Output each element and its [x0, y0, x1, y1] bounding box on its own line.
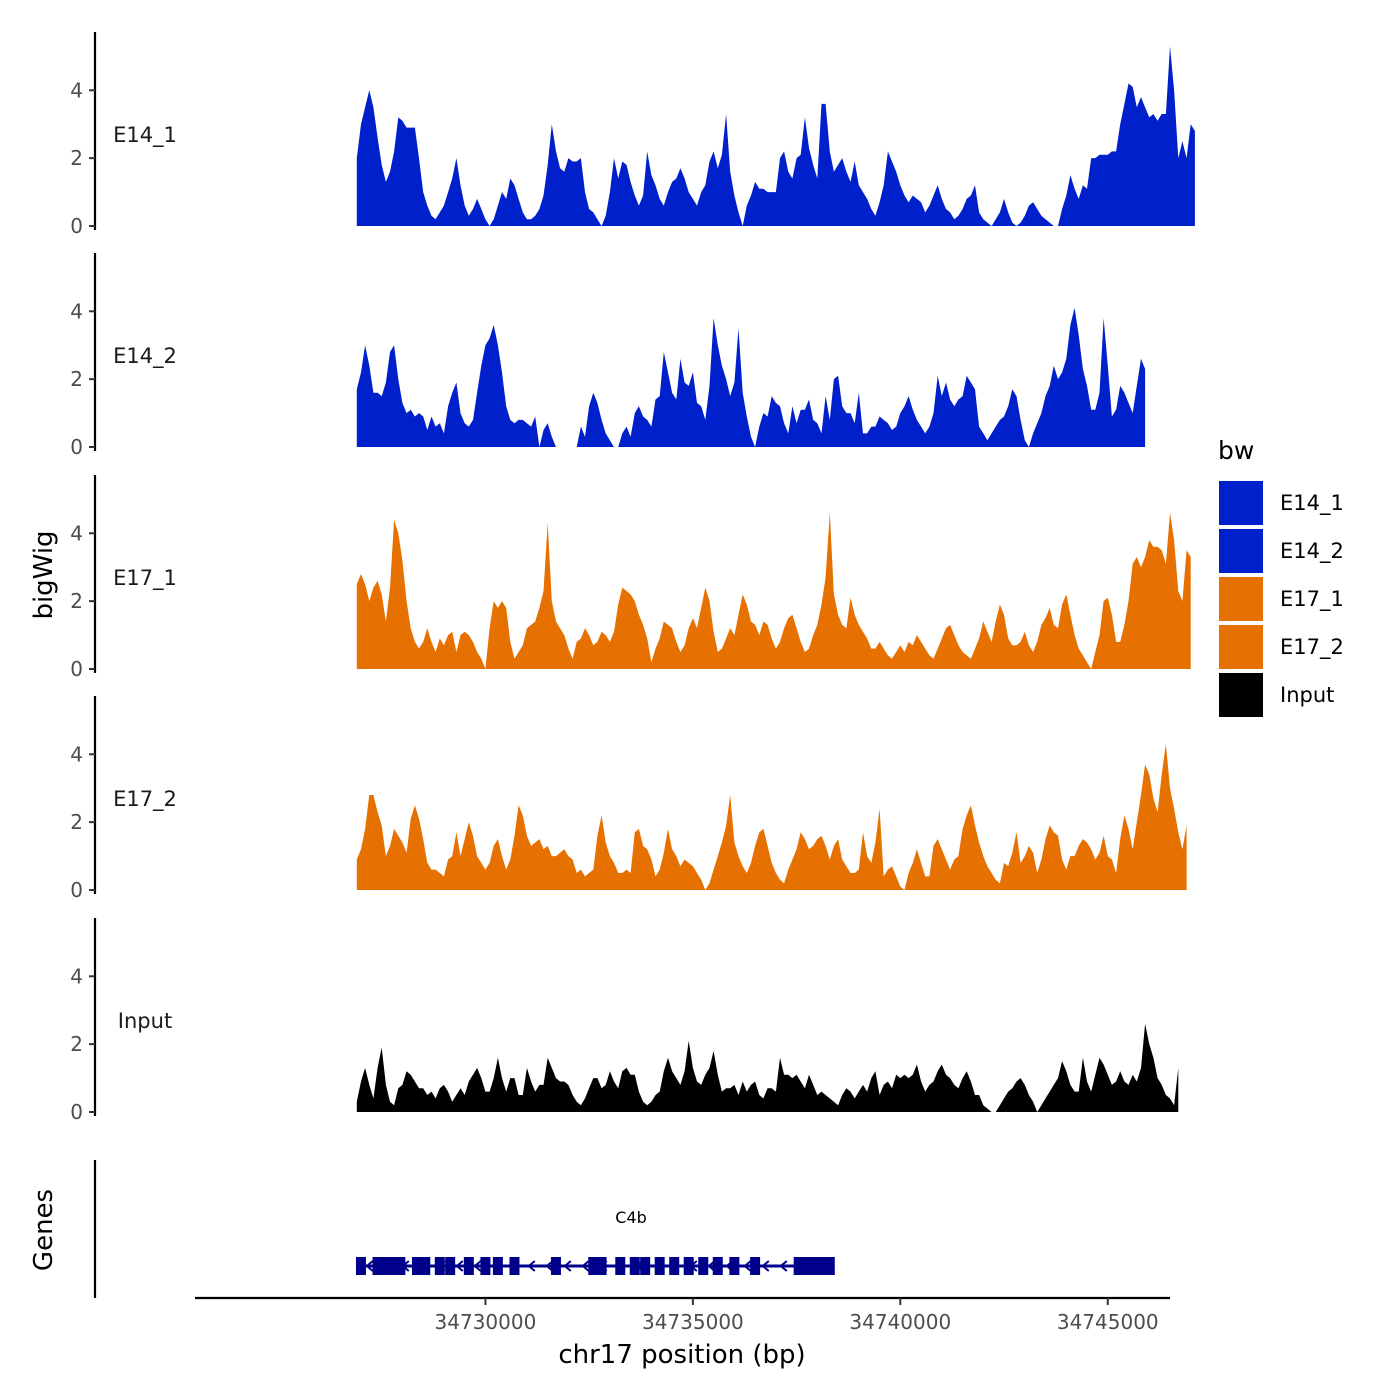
exon-block: [729, 1257, 740, 1275]
exon-block: [411, 1257, 422, 1275]
y-tick-label: 0: [70, 1100, 83, 1124]
y-tick-label: 2: [70, 146, 83, 170]
exon-block: [509, 1257, 520, 1275]
signal-area-e14-1: [356, 46, 1195, 227]
exon-block: [750, 1257, 761, 1275]
track-panel-input: 0 2 4 Input: [70, 918, 1179, 1124]
exon-block: [372, 1257, 383, 1275]
exon-block: [683, 1257, 694, 1275]
exon-block: [387, 1257, 398, 1275]
signal-area-input: [356, 1023, 1179, 1112]
y-tick-label: 2: [70, 589, 83, 613]
strand-arrow: [473, 1260, 482, 1272]
exon-block: [480, 1257, 491, 1275]
strand-arrow: [527, 1260, 536, 1272]
exon-block: [445, 1257, 456, 1275]
x-axis-title: chr17 position (bp): [558, 1340, 805, 1370]
x-tick-label: 34730000: [435, 1310, 537, 1334]
legend-label-input: Input: [1280, 683, 1334, 707]
exon-block: [380, 1257, 391, 1275]
panel-label: E14_2: [113, 344, 177, 369]
strand-arrow: [743, 1260, 752, 1272]
legend-swatch-input: [1217, 671, 1265, 719]
exon-block: [434, 1257, 445, 1275]
exon-block: [492, 1257, 503, 1275]
legend-label-e17-1: E17_1: [1280, 587, 1344, 612]
exon-block: [395, 1257, 406, 1275]
gene-name-label: C4b: [615, 1208, 647, 1227]
track-panel-e14-1: 0 2 4 E14_1: [70, 32, 1195, 238]
x-axis: 34730000 34735000 34740000 34745000: [195, 1296, 1170, 1334]
legend-swatch-e17-2: [1217, 623, 1265, 671]
tracks-layer: 0 2 4 E14_1 0 2 4 E14_2 0 2 4 E17_1 0 2 4 E17_2 0 2 4 Input: [70, 32, 1195, 1124]
gene-track: Genes C4b: [29, 1160, 835, 1298]
strand-arrow: [779, 1260, 788, 1272]
exon-block: [420, 1257, 431, 1275]
exon-block: [712, 1257, 723, 1275]
exon-block: [808, 1257, 819, 1275]
legend-swatch-e14-1: [1217, 479, 1265, 527]
exon-block: [816, 1257, 827, 1275]
y-tick-label: 0: [70, 657, 83, 681]
track-panel-e17-1: 0 2 4 E17_1: [70, 475, 1191, 681]
y-tick-label: 4: [70, 964, 83, 988]
legend-label-e14-2: E14_2: [1280, 539, 1344, 564]
x-tick-label: 34745000: [1057, 1310, 1159, 1334]
exon-block: [588, 1257, 599, 1275]
legend-swatch-e17-1: [1217, 575, 1265, 623]
panel-label: E14_1: [113, 123, 177, 148]
track-panel-e17-2: 0 2 4 E17_2: [70, 696, 1187, 902]
panel-label: E17_1: [113, 566, 177, 591]
legend: bw E14_1 E14_2 E17_1 E17_2 Input: [1217, 436, 1344, 719]
exon-block: [355, 1257, 366, 1275]
y-tick-label: 0: [70, 435, 83, 459]
strand-arrow: [563, 1260, 572, 1272]
exon-block: [824, 1257, 835, 1275]
exon-block: [550, 1257, 561, 1275]
exon-block: [640, 1257, 651, 1275]
legend-title: bw: [1218, 436, 1254, 465]
legend-label-e14-1: E14_1: [1280, 491, 1344, 516]
strand-arrow: [545, 1260, 554, 1272]
exon-block: [615, 1257, 626, 1275]
strand-arrow: [581, 1260, 590, 1272]
strand-arrow: [455, 1260, 464, 1272]
signal-area-e14-2: [356, 307, 1146, 447]
exon-block: [698, 1257, 709, 1275]
signal-area-e17-1: [356, 512, 1191, 669]
y-tick-label: 0: [70, 878, 83, 902]
exon-block: [463, 1257, 474, 1275]
legend-swatch-e14-2: [1217, 527, 1265, 575]
genes-axis-title: Genes: [29, 1189, 59, 1271]
exon-block: [669, 1257, 680, 1275]
track-panel-e14-2: 0 2 4 E14_2: [70, 253, 1146, 459]
exon-block: [799, 1257, 810, 1275]
x-tick-label: 34740000: [849, 1310, 951, 1334]
exon-block: [629, 1257, 640, 1275]
y-tick-label: 4: [70, 742, 83, 766]
exon-block: [654, 1257, 665, 1275]
x-tick-label: 34735000: [642, 1310, 744, 1334]
y-tick-label: 4: [70, 299, 83, 323]
gene-c4b: C4b: [355, 1208, 835, 1275]
y-tick-label: 4: [70, 521, 83, 545]
panel-label: E17_2: [113, 787, 177, 812]
legend-label-e17-2: E17_2: [1280, 635, 1344, 660]
strand-arrow: [365, 1260, 374, 1272]
y-tick-label: 0: [70, 214, 83, 238]
y-axis-title: bigWig: [29, 530, 59, 619]
y-tick-label: 2: [70, 367, 83, 391]
exon-block: [793, 1257, 804, 1275]
y-tick-label: 2: [70, 810, 83, 834]
y-tick-label: 4: [70, 78, 83, 102]
y-tick-label: 2: [70, 1032, 83, 1056]
panel-label: Input: [118, 1009, 172, 1033]
exon-block: [596, 1257, 607, 1275]
signal-area-e17-2: [356, 744, 1187, 890]
strand-arrow: [761, 1260, 770, 1272]
